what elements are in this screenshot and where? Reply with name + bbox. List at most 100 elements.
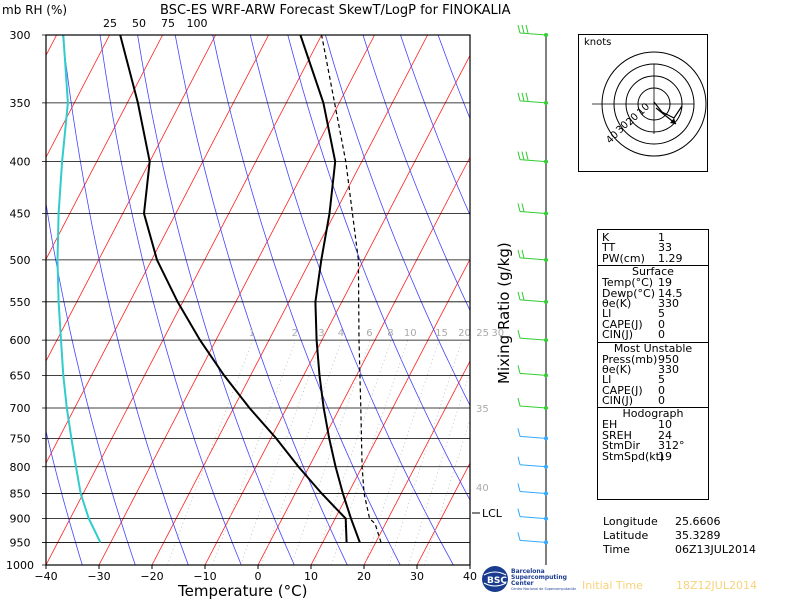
- wind-barb: [517, 203, 548, 216]
- wind-barb-shaft: [519, 464, 547, 468]
- location-value: 25.6606: [675, 515, 721, 528]
- dry-adiabat: [400, 35, 470, 216]
- wind-barb-flag: [521, 151, 525, 160]
- general-index-value: 1: [658, 231, 665, 244]
- wind-barb-column: [517, 24, 548, 565]
- axis-layer: 3003504004505005506006507007508008509009…: [6, 17, 489, 583]
- location-row: Time 06Z13JUL2014: [603, 543, 756, 557]
- temperature-tick-label: 0: [255, 570, 262, 583]
- wind-barb-flag: [517, 456, 521, 465]
- wind-barb-flag: [517, 291, 521, 300]
- wind-barb-flag: [517, 151, 521, 160]
- surface-index-row: CIN(J) 0: [598, 329, 708, 340]
- wind-barb: [517, 151, 548, 164]
- wind-barb: [517, 249, 548, 262]
- isotherm: [46, 35, 269, 464]
- most-unstable-index-label: θe(K): [602, 362, 632, 376]
- isotherm: [46, 35, 110, 159]
- dry-adiabat: [362, 35, 470, 312]
- profile-layer: [56, 34, 382, 543]
- surface-index-value: 0: [658, 317, 665, 331]
- pressure-tick-label: 850: [10, 487, 31, 500]
- most-unstable-index-value: 950: [658, 352, 679, 366]
- most-unstable-index-row: LI 5: [598, 374, 708, 385]
- wind-barb-shaft: [519, 299, 547, 303]
- general-index-value: 1.29: [658, 251, 683, 265]
- mixing-ratio-label: 8: [387, 328, 393, 339]
- dry-adiabat: [249, 35, 454, 565]
- dry-adiabat: [776, 35, 800, 565]
- mixing-ratio-line: [212, 339, 297, 565]
- isotherm: [151, 35, 428, 565]
- dry-adiabat: [46, 429, 83, 565]
- most-unstable-index-label: Press(mb): [602, 352, 658, 366]
- wind-barb-flag: [521, 249, 525, 258]
- hodograph-header: Hodograph: [598, 407, 708, 420]
- location-value: 35.3289: [675, 529, 721, 542]
- temperature-tick-label: 30: [410, 570, 424, 583]
- hodograph-index-label: EH: [602, 418, 618, 432]
- isotherm: [46, 35, 322, 565]
- mixing-ratio-line: [388, 339, 463, 565]
- most-unstable-index-row: CIN(J) 0: [598, 394, 708, 408]
- most-unstable-index-row: Press(mb) 950: [598, 352, 708, 366]
- dry-adiabat: [739, 35, 800, 565]
- mixing-ratio-label: 10: [404, 328, 417, 339]
- mixing-ratio-line: [331, 339, 409, 565]
- wind-barb: [517, 532, 548, 545]
- hodograph-index-value: 10: [658, 418, 672, 432]
- dry-adiabat: [287, 35, 470, 501]
- surface-index-label: θe(K): [602, 296, 632, 310]
- surface-index-row: θe(K) 330: [598, 296, 708, 310]
- logo-line3: Center: [511, 580, 534, 587]
- hodograph-index-value: 24: [658, 428, 672, 442]
- pressure-tick-label: 650: [10, 369, 31, 382]
- wind-barb: [517, 92, 548, 105]
- wind-barb-flag: [521, 24, 525, 34]
- wind-barb-shaft: [519, 516, 547, 520]
- bsc-logo: BSC Barcelona Supercomputing Center Cent…: [482, 566, 576, 592]
- mixing-ratio-label: 6: [366, 328, 372, 339]
- location-label: Longitude: [603, 515, 658, 528]
- lcl-label: LCL: [482, 507, 503, 520]
- logo-line4: Centro Nacional de Supercomputación: [511, 587, 576, 591]
- rh-tick-label: 50: [132, 17, 146, 30]
- pressure-tick-label: 900: [10, 513, 31, 526]
- wind-barb-shaft: [519, 159, 547, 163]
- logo-globe: [482, 566, 508, 592]
- mixing-ratio-line: [240, 339, 323, 565]
- mixing-ratio-label: 30: [491, 328, 504, 339]
- wind-barb: [517, 330, 548, 343]
- mixing-ratio-label: 15: [435, 328, 448, 339]
- isotherm: [416, 462, 470, 565]
- isotherm: [46, 35, 216, 363]
- location-row: Longitude 25.6606: [603, 515, 756, 529]
- wind-barb-shaft: [519, 372, 547, 376]
- mixing-ratio-line: [291, 339, 371, 565]
- wind-barb-flag: [517, 249, 521, 258]
- location-label: Time: [603, 543, 630, 556]
- rh-tick-label: 75: [161, 17, 175, 30]
- wind-barb-shaft: [519, 405, 547, 409]
- general-index-row: PW(cm) 1.29: [598, 251, 708, 265]
- surface-index-label: CAPE(J): [602, 317, 643, 331]
- theta-e-label: 40: [476, 483, 489, 494]
- mixing-ratio-label: 1: [249, 328, 255, 339]
- general-index-row: TT 33: [598, 241, 708, 255]
- rh-tick-label: 25: [103, 17, 117, 30]
- hodograph-index-label: StmDir: [602, 439, 641, 453]
- general-index-value: 33: [658, 241, 672, 255]
- temperature-tick-label: −40: [34, 570, 57, 583]
- surface-index-row: Temp(°C) 19: [598, 277, 708, 288]
- mixing-ratio-line: [166, 339, 254, 565]
- isotherm: [363, 360, 470, 565]
- wind-barb: [517, 428, 548, 441]
- wind-barb-shaft: [519, 337, 547, 341]
- most-unstable-index-label: CIN(J): [602, 394, 633, 408]
- temperature-tick-label: −10: [193, 570, 216, 583]
- wind-barb-flag: [517, 532, 521, 541]
- wind-barb-flag: [517, 203, 521, 212]
- wind-barb-flag: [517, 92, 521, 101]
